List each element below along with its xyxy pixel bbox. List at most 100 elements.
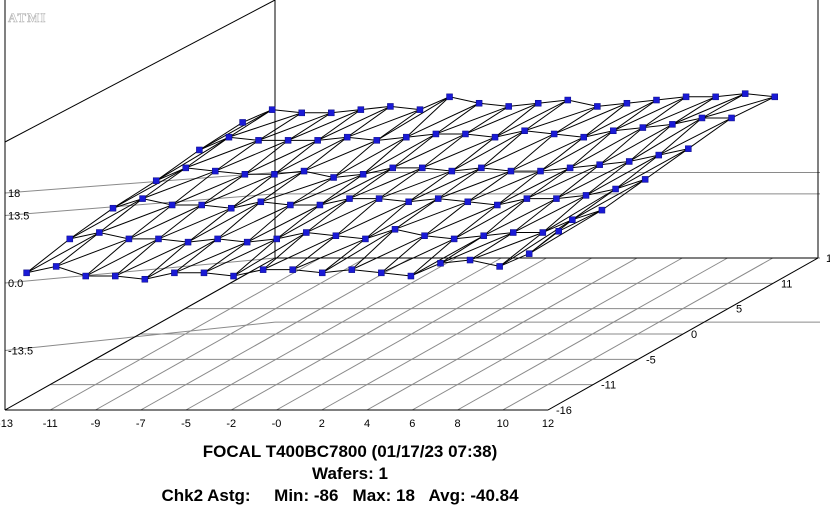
surface-point-marker: [550, 130, 558, 138]
grid-layer: [4, 172, 820, 411]
mesh-diagonal-line: [615, 148, 689, 190]
surface-point-marker: [346, 195, 353, 202]
mesh-diagonal-line: [128, 204, 202, 240]
mesh-diagonal-line: [112, 167, 187, 209]
surface-point-marker: [141, 275, 149, 283]
surface-point-marker: [521, 127, 528, 135]
surface-point-marker: [564, 96, 572, 104]
mesh-diagonal-line: [274, 136, 348, 175]
surface-point-marker: [450, 235, 458, 243]
surface-point-marker: [653, 96, 660, 104]
surface-point-marker: [448, 167, 456, 175]
mesh-diagonal-line: [317, 105, 391, 141]
surface-point-marker: [23, 269, 30, 277]
surface-point-marker: [537, 167, 544, 175]
surface-point-marker: [259, 266, 267, 273]
mesh-diagonal-line: [410, 235, 484, 277]
surface-point-marker: [330, 174, 337, 181]
mesh-diagonal-line: [599, 123, 673, 166]
surface-point-marker: [96, 229, 103, 236]
surface-point-marker: [407, 272, 415, 280]
surface-point-marker: [362, 235, 369, 243]
mesh-diagonal-line: [528, 209, 603, 255]
mesh-diagonal-line: [85, 238, 159, 277]
surface-point-marker: [555, 227, 562, 235]
mesh-diagonal-line: [203, 238, 277, 274]
left-wall-top-edge: [4, 0, 276, 143]
mesh-diagonal-line: [378, 170, 453, 200]
mesh-diagonal-line: [440, 232, 514, 264]
mesh-column-line: [528, 93, 746, 254]
surface-point-marker: [534, 99, 542, 107]
surface-point-marker: [623, 99, 631, 107]
surface-point-marker: [669, 121, 676, 128]
mesh-diagonal-line: [553, 102, 628, 135]
mesh-diagonal-line: [569, 127, 644, 169]
surface-point-marker: [300, 167, 308, 175]
side-wall-gridline: [4, 172, 276, 194]
mesh-diagonal-line: [201, 173, 275, 206]
mesh-column-line: [144, 109, 362, 280]
mesh-column-line: [292, 105, 509, 270]
mesh-column-line: [55, 109, 273, 267]
mesh-diagonal-line: [303, 139, 377, 172]
mesh-diagonal-line: [381, 238, 455, 274]
mesh-column-line: [351, 99, 569, 270]
mesh-diagonal-line: [144, 238, 218, 280]
surface-point-marker: [475, 99, 483, 107]
surface-point-marker: [505, 103, 512, 110]
surface-point-marker: [82, 272, 89, 280]
surface-point-marker: [741, 90, 749, 97]
z-tick-label: 0.0: [8, 278, 23, 290]
surface-point-marker: [682, 93, 690, 101]
surface-point-marker: [303, 229, 310, 236]
surface-point-marker: [378, 269, 385, 277]
mesh-diagonal-line: [556, 161, 630, 200]
surface-point-marker: [239, 119, 246, 126]
mesh-column-line: [203, 109, 421, 274]
mesh-column-line: [499, 96, 716, 267]
surface-point-marker: [139, 195, 146, 202]
mesh-diagonal-line: [483, 198, 557, 237]
mesh-diagonal-line: [362, 133, 437, 175]
y-tick-label: 16: [826, 253, 830, 265]
axes-frame: [4, 0, 819, 411]
mesh-diagonal-line: [435, 105, 509, 135]
mesh-diagonal-line: [392, 133, 466, 169]
mesh-diagonal-line: [572, 178, 646, 221]
x-tick-label: -5: [181, 418, 191, 430]
surface-point-marker: [200, 269, 208, 277]
mesh-column-line: [440, 99, 657, 264]
mesh-diagonal-line: [142, 170, 216, 200]
surface-point-marker: [125, 235, 133, 243]
surface-point-marker: [507, 167, 515, 175]
x-tick-label: 12: [542, 418, 554, 430]
mesh-diagonal-line: [319, 167, 393, 206]
surface-point-marker: [198, 201, 205, 209]
mesh-diagonal-line: [672, 93, 746, 125]
surface-point-marker: [553, 195, 560, 202]
z-tick-label: -13.5: [8, 346, 33, 358]
x-tick-label: 10: [497, 418, 509, 430]
surface-point-marker: [373, 137, 381, 144]
surface-point-marker: [405, 198, 412, 206]
mesh-diagonal-line: [701, 96, 775, 119]
surface-point-marker: [112, 272, 119, 280]
surface-point-marker: [155, 235, 162, 243]
surface-point-marker: [314, 137, 321, 144]
mesh-diagonal-line: [526, 164, 600, 200]
mesh-diagonal-line: [246, 204, 321, 243]
mesh-diagonal-line: [335, 201, 409, 237]
mesh-diagonal-line: [290, 173, 364, 206]
mesh-diagonal-line: [115, 241, 189, 277]
surface-point-marker: [566, 164, 574, 172]
mesh-diagonal-line: [613, 96, 687, 132]
surface-point-marker: [523, 195, 531, 202]
mesh-diagonal-line: [99, 204, 173, 233]
surface-point-marker: [332, 232, 340, 239]
mesh-column-line: [85, 112, 302, 277]
side-wall-gridline: [4, 321, 276, 351]
y-tick-label: 11: [781, 278, 792, 290]
surface-point-marker: [287, 201, 294, 209]
surface-point-marker: [582, 192, 590, 199]
